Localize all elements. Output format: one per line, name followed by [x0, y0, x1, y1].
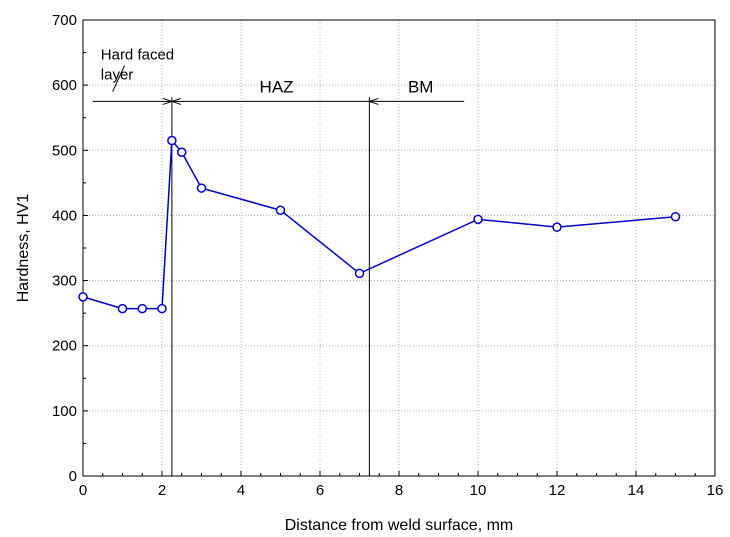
zone-annotations: Hard faced layer HAZ BM	[92, 47, 465, 476]
y-tick-label: 100	[52, 403, 77, 420]
y-tick-label: 600	[52, 77, 77, 94]
y-tick-label: 400	[52, 207, 77, 224]
y-tick-label: 500	[52, 142, 77, 159]
bm-label: BM	[408, 77, 434, 96]
data-point	[157, 303, 167, 314]
data-point	[275, 205, 286, 215]
haz-arrow-head	[170, 97, 182, 105]
bm-arrow-head	[367, 97, 379, 105]
data-point	[167, 135, 177, 146]
ticks-layer: 0 2 4 6 8 10 12 14 16 0 100 200 300 400 500 600 700	[52, 12, 723, 499]
data-point	[177, 147, 187, 157]
x-axis-label: Distance from weld surface, mm	[285, 517, 514, 534]
x-tick-label: 14	[628, 482, 645, 499]
hard-faced-leader	[112, 65, 125, 92]
y-axis-label: Hardness, HV1	[15, 194, 32, 303]
hard-faced-label: Hard faced	[101, 47, 174, 64]
data-point	[196, 183, 207, 193]
y-tick-label: 300	[52, 273, 77, 290]
series-layer	[78, 135, 681, 314]
x-tick-label: 8	[395, 482, 403, 499]
data-point	[117, 303, 128, 314]
data-point	[354, 268, 365, 279]
x-tick-label: 4	[237, 482, 245, 499]
data-point	[137, 303, 147, 314]
grid-layer	[83, 20, 715, 476]
data-point	[670, 211, 681, 222]
data-point	[552, 222, 562, 232]
x-tick-label: 6	[316, 482, 324, 499]
y-tick-label: 0	[69, 468, 77, 485]
x-tick-label: 0	[79, 482, 87, 499]
x-tick-label: 10	[470, 482, 487, 499]
x-tick-label: 12	[549, 482, 566, 499]
hard-faced-label-line2: layer	[101, 67, 134, 84]
data-point	[473, 214, 483, 225]
y-tick-label: 200	[52, 338, 77, 355]
x-tick-label: 2	[158, 482, 166, 499]
haz-label: HAZ	[260, 77, 294, 96]
y-tick-label: 700	[52, 12, 77, 29]
x-tick-label: 16	[707, 482, 724, 499]
data-point	[78, 292, 88, 302]
